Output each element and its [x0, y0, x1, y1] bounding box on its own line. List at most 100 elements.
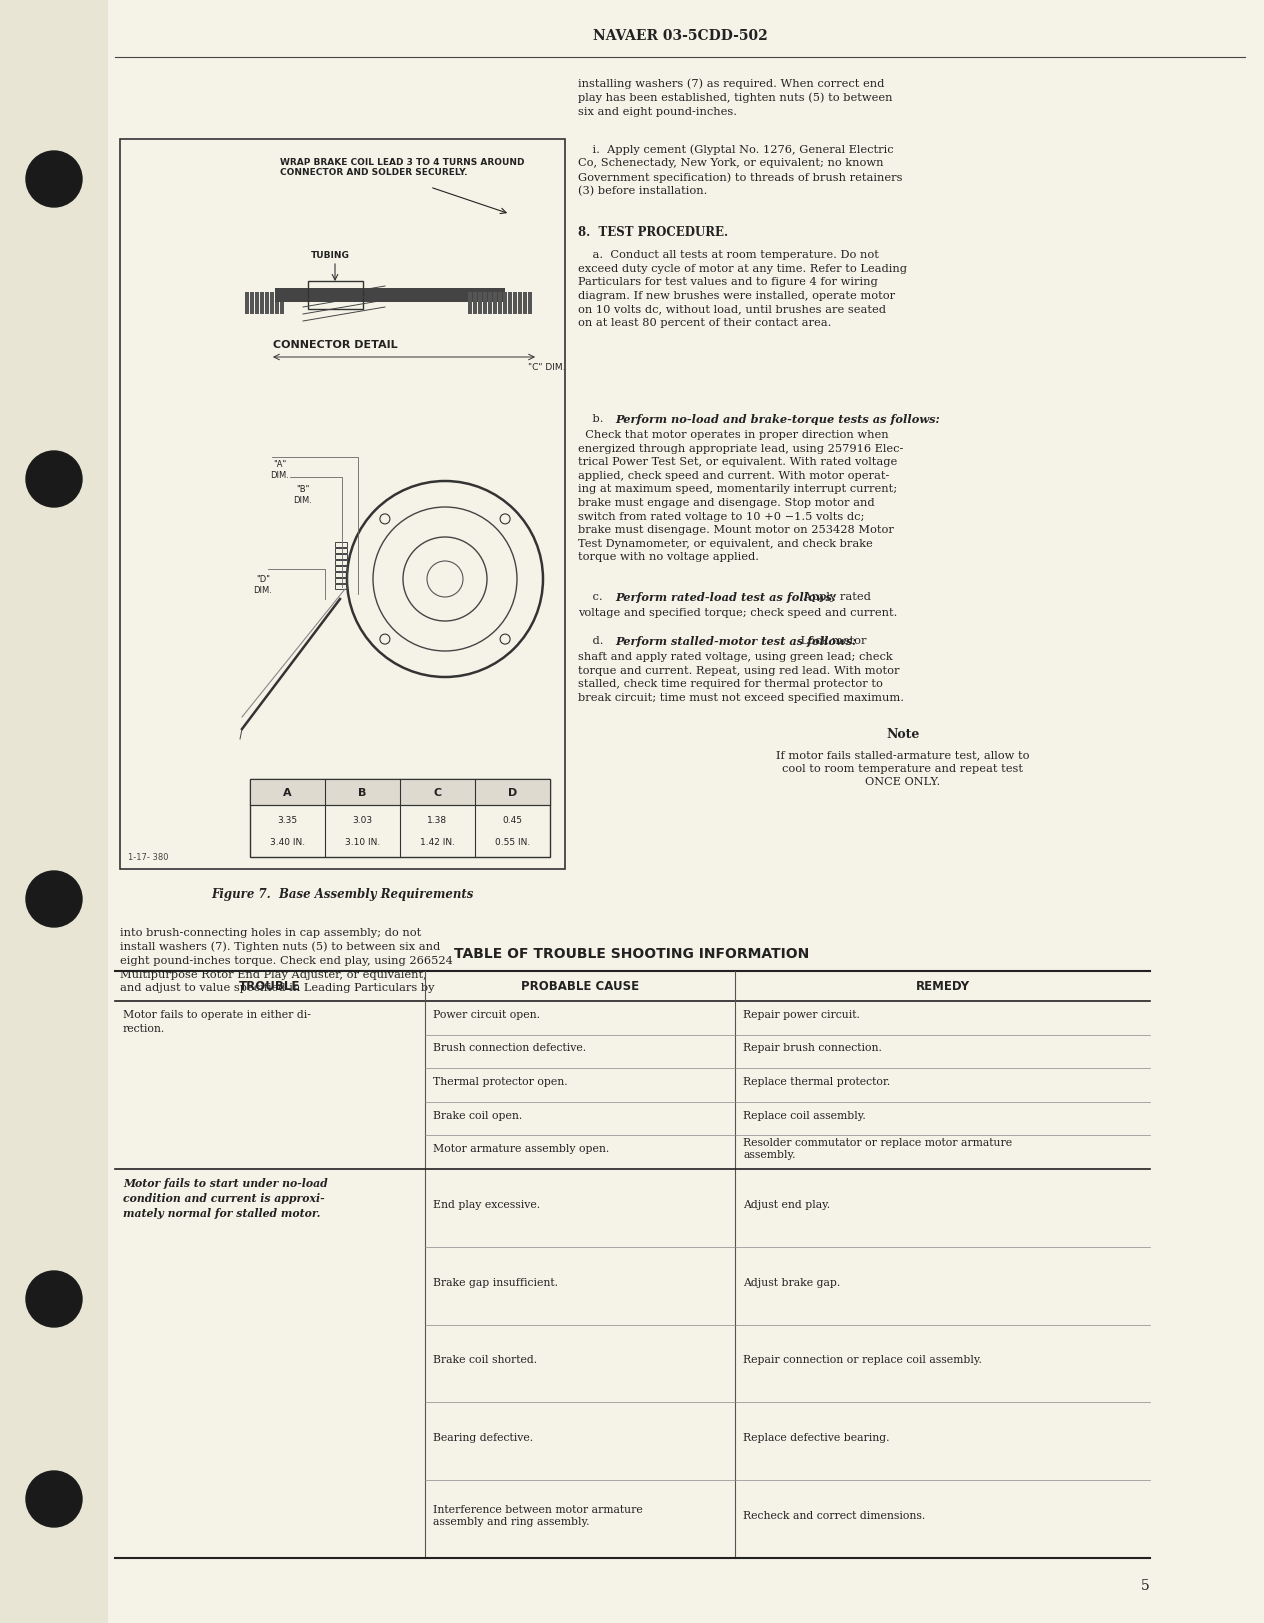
Text: Motor fails to operate in either di-
rection.: Motor fails to operate in either di- rec…: [123, 1010, 311, 1032]
Bar: [335, 584, 348, 589]
Bar: [276, 292, 279, 315]
Text: Lock motor: Lock motor: [798, 636, 867, 646]
Text: C: C: [434, 787, 441, 797]
Text: 3.35: 3.35: [277, 816, 297, 824]
Text: into brush-connecting holes in cap assembly; do not
install washers (7). Tighten: into brush-connecting holes in cap assem…: [120, 927, 453, 993]
Bar: [260, 292, 264, 315]
Text: A: A: [283, 787, 292, 797]
Bar: [281, 292, 284, 315]
Text: PROBABLE CAUSE: PROBABLE CAUSE: [521, 980, 640, 993]
Text: i.  Apply cement (Glyptal No. 1276, General Electric
Co, Schenectady, New York, : i. Apply cement (Glyptal No. 1276, Gener…: [578, 144, 902, 196]
Text: TABLE OF TROUBLE SHOOTING INFORMATION: TABLE OF TROUBLE SHOOTING INFORMATION: [454, 946, 810, 961]
Text: Adjust brake gap.: Adjust brake gap.: [743, 1277, 841, 1287]
Text: a.  Conduct all tests at room temperature. Do not
exceed duty cycle of motor at : a. Conduct all tests at room temperature…: [578, 250, 908, 328]
Bar: [270, 292, 274, 315]
Bar: [335, 573, 348, 578]
Bar: [493, 292, 497, 315]
Bar: [335, 542, 348, 547]
Bar: [250, 292, 254, 315]
Bar: [276, 289, 506, 304]
Text: Check that motor operates in proper direction when
energized through appropriate: Check that motor operates in proper dire…: [578, 430, 904, 562]
Text: Repair brush connection.: Repair brush connection.: [743, 1042, 882, 1053]
Text: Interference between motor armature
assembly and ring assembly.: Interference between motor armature asse…: [434, 1505, 643, 1526]
Bar: [513, 292, 517, 315]
Text: TROUBLE: TROUBLE: [239, 980, 301, 993]
Text: Perform no-load and brake-torque tests as follows:: Perform no-load and brake-torque tests a…: [616, 414, 939, 425]
Text: Adjust end play.: Adjust end play.: [743, 1199, 830, 1209]
Text: Replace coil assembly.: Replace coil assembly.: [743, 1110, 866, 1120]
Circle shape: [27, 1271, 82, 1328]
Text: Power circuit open.: Power circuit open.: [434, 1010, 540, 1019]
Text: installing washers (7) as required. When correct end
play has been established, : installing washers (7) as required. When…: [578, 78, 892, 117]
Text: "C" DIM.: "C" DIM.: [528, 364, 565, 372]
Text: 3.03: 3.03: [353, 816, 373, 824]
Text: 3.10 IN.: 3.10 IN.: [345, 837, 380, 847]
Text: REMEDY: REMEDY: [915, 980, 969, 993]
Text: Resolder commutator or replace motor armature
assembly.: Resolder commutator or replace motor arm…: [743, 1138, 1012, 1160]
Bar: [250, 779, 550, 805]
Text: WRAP BRAKE COIL LEAD 3 TO 4 TURNS AROUND
CONNECTOR AND SOLDER SECURELY.: WRAP BRAKE COIL LEAD 3 TO 4 TURNS AROUND…: [281, 157, 525, 177]
Bar: [308, 282, 363, 310]
Bar: [528, 292, 532, 315]
Text: Figure 7.  Base Assembly Requirements: Figure 7. Base Assembly Requirements: [211, 888, 474, 901]
Text: Motor armature assembly open.: Motor armature assembly open.: [434, 1144, 609, 1154]
Bar: [0, 0, 107, 1623]
Text: End play excessive.: End play excessive.: [434, 1199, 540, 1209]
Text: Brake coil shorted.: Brake coil shorted.: [434, 1355, 537, 1365]
Circle shape: [27, 451, 82, 508]
Text: Perform rated-load test as follows:: Perform rated-load test as follows:: [616, 592, 836, 602]
Text: If motor fails stalled-armature test, allow to
cool to room temperature and repe: If motor fails stalled-armature test, al…: [776, 750, 1030, 787]
Bar: [250, 779, 550, 857]
Text: "B"
DIM.: "B" DIM.: [293, 485, 312, 505]
Bar: [335, 549, 348, 553]
Bar: [120, 140, 565, 870]
Bar: [335, 579, 348, 584]
Circle shape: [27, 872, 82, 927]
Bar: [473, 292, 477, 315]
Bar: [265, 292, 269, 315]
Text: CONNECTOR DETAIL: CONNECTOR DETAIL: [273, 339, 397, 351]
Text: 1.42 IN.: 1.42 IN.: [420, 837, 455, 847]
Text: Repair connection or replace coil assembly.: Repair connection or replace coil assemb…: [743, 1355, 982, 1365]
Text: shaft and apply rated voltage, using green lead; check
torque and current. Repea: shaft and apply rated voltage, using gre…: [578, 651, 904, 703]
Text: B: B: [358, 787, 367, 797]
Text: Repair power circuit.: Repair power circuit.: [743, 1010, 860, 1019]
Bar: [518, 292, 522, 315]
Bar: [523, 292, 527, 315]
Text: Brush connection defective.: Brush connection defective.: [434, 1042, 586, 1053]
Text: b.: b.: [578, 414, 611, 424]
Text: "A"
DIM.: "A" DIM.: [270, 459, 289, 479]
Text: 3.40 IN.: 3.40 IN.: [270, 837, 305, 847]
Bar: [335, 566, 348, 571]
Text: TUBING: TUBING: [311, 250, 349, 260]
Bar: [335, 555, 348, 560]
Text: Recheck and correct dimensions.: Recheck and correct dimensions.: [743, 1509, 925, 1521]
Circle shape: [27, 153, 82, 208]
Text: c.: c.: [578, 592, 609, 602]
Bar: [508, 292, 512, 315]
Bar: [245, 292, 249, 315]
Text: 0.45: 0.45: [503, 816, 522, 824]
Text: 1-17- 380: 1-17- 380: [128, 852, 168, 862]
Text: "D"
DIM.: "D" DIM.: [254, 575, 273, 594]
Text: Note: Note: [886, 727, 920, 740]
Text: 8.  TEST PROCEDURE.: 8. TEST PROCEDURE.: [578, 226, 728, 239]
Bar: [488, 292, 492, 315]
Bar: [498, 292, 502, 315]
Bar: [335, 560, 348, 566]
Text: 5: 5: [1141, 1578, 1150, 1592]
Text: Replace thermal protector.: Replace thermal protector.: [743, 1076, 890, 1086]
Bar: [468, 292, 471, 315]
Text: 1.38: 1.38: [427, 816, 447, 824]
Bar: [478, 292, 482, 315]
Text: Motor fails to start under no-load
condition and current is approxi-
mately norm: Motor fails to start under no-load condi…: [123, 1177, 327, 1219]
Text: Brake coil open.: Brake coil open.: [434, 1110, 522, 1120]
Bar: [503, 292, 507, 315]
Text: 0.55 IN.: 0.55 IN.: [495, 837, 530, 847]
Text: Apply rated: Apply rated: [800, 592, 871, 602]
Text: Replace defective bearing.: Replace defective bearing.: [743, 1433, 890, 1443]
Text: Perform stalled-motor test as follows:: Perform stalled-motor test as follows:: [616, 636, 857, 646]
Text: Brake gap insufficient.: Brake gap insufficient.: [434, 1277, 557, 1287]
Circle shape: [27, 1470, 82, 1527]
Text: NAVAER 03-5CDD-502: NAVAER 03-5CDD-502: [593, 29, 767, 42]
